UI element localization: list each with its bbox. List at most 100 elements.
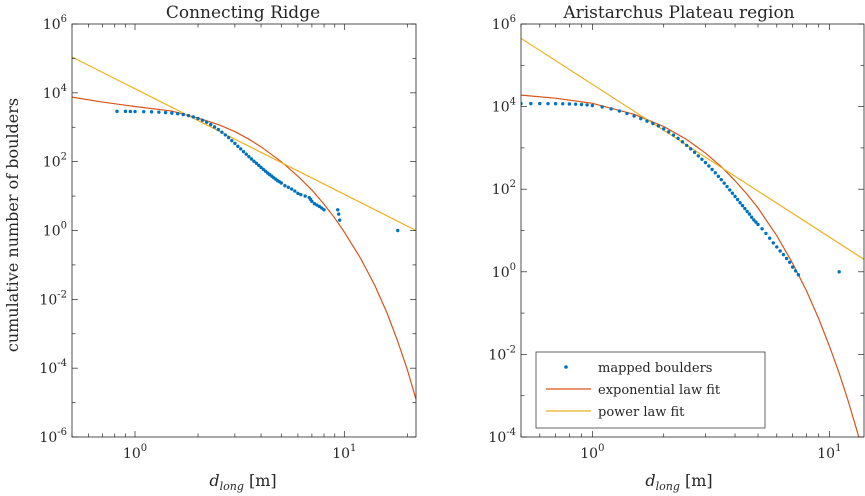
data-point: [123, 109, 128, 114]
data-point: [767, 236, 772, 240]
data-point: [696, 154, 701, 158]
data-point: [756, 222, 760, 227]
data-point: [322, 208, 326, 212]
data-point: [283, 184, 287, 188]
mapped-boulders-points: [521, 101, 841, 277]
data-point: [710, 167, 714, 172]
data-point: [684, 143, 689, 148]
data-point: [733, 194, 737, 199]
data-point: [220, 130, 224, 134]
data-point: [722, 181, 726, 185]
exponential-law-fit-line: [521, 94, 860, 437]
data-point: [793, 269, 798, 273]
data-point: [656, 124, 661, 128]
axes: 100 101 106 104 102 100 10-2 10-4 10-6: [39, 14, 417, 462]
x-axis-label: dlong [m]: [645, 471, 712, 493]
data-point: [279, 181, 284, 185]
data-point: [796, 273, 801, 277]
data-point: [743, 206, 747, 211]
data-point: [310, 199, 314, 204]
data-point: [336, 208, 340, 212]
data-point: [764, 231, 768, 236]
data-point: [671, 133, 676, 137]
data-point: [312, 202, 317, 206]
data-point: [115, 109, 119, 114]
legend: mapped boulders exponential law fit power …: [535, 351, 766, 429]
y-tick-label: 102: [43, 152, 67, 171]
data-point: [538, 101, 542, 106]
data-point: [747, 212, 752, 216]
data-point: [632, 114, 636, 118]
data-point: [600, 105, 604, 109]
data-point: [296, 191, 300, 196]
data-point: [163, 110, 168, 115]
data-point: [738, 201, 742, 205]
x-axis-label: dlong [m]: [209, 471, 276, 493]
legend-label: exponential law fit: [598, 383, 721, 398]
legend-label: power law fit: [598, 405, 685, 420]
data-point: [337, 218, 342, 222]
x-tick-label: 100: [580, 443, 604, 462]
data-point: [223, 133, 227, 137]
data-point: [692, 150, 697, 155]
data-point: [775, 245, 779, 249]
data-point: [573, 102, 578, 106]
data-marks: [521, 37, 864, 437]
data-point: [667, 130, 671, 134]
data-point: [252, 159, 256, 163]
data-point: [579, 102, 584, 107]
data-point: [745, 209, 749, 214]
data-point: [617, 109, 622, 113]
data-point: [212, 125, 217, 129]
data-point: [728, 188, 732, 192]
axes: 100 101 106 104 102 100 10-2 10-4: [488, 14, 865, 462]
y-tick-label: 102: [492, 179, 516, 198]
data-point: [735, 197, 740, 202]
chart-aristarchus-plateau: Aristarchus Plateau region dlong [m] 100…: [488, 3, 865, 493]
mapped-boulders-points: [115, 109, 400, 233]
data-point: [787, 260, 792, 264]
data-point: [293, 189, 297, 193]
data-point: [760, 227, 764, 231]
data-point: [128, 109, 133, 114]
data-point: [259, 165, 263, 170]
data-point: [625, 111, 629, 116]
data-point: [249, 157, 254, 161]
data-point: [676, 136, 680, 141]
y-tick-label: 104: [492, 97, 516, 116]
data-point: [303, 194, 307, 198]
data-point: [191, 115, 196, 119]
data-point: [771, 241, 775, 245]
data-point: [740, 203, 745, 208]
data-point: [713, 171, 717, 175]
data-point: [651, 121, 655, 126]
x-tick-label: 100: [123, 443, 147, 462]
data-point: [703, 160, 708, 165]
data-point: [689, 147, 693, 151]
data-point: [790, 265, 795, 269]
x-tick-label: 101: [817, 443, 841, 462]
data-point: [561, 102, 565, 106]
data-point: [337, 212, 341, 216]
data-point: [141, 109, 146, 114]
data-point: [590, 103, 595, 108]
data-point: [186, 113, 191, 118]
data-point: [719, 177, 723, 182]
y-axis-label: cumulative number of boulders: [3, 98, 22, 352]
data-point: [257, 163, 261, 168]
data-point: [170, 111, 174, 115]
y-tick-label: 106: [43, 14, 67, 33]
data-point: [133, 109, 137, 114]
data-point: [289, 187, 294, 191]
data-point: [181, 112, 185, 117]
data-point: [749, 215, 754, 219]
data-point: [754, 220, 758, 224]
data-marks: [72, 56, 416, 400]
data-point: [662, 127, 666, 131]
data-point: [176, 112, 180, 116]
data-point: [254, 161, 259, 165]
data-point: [241, 149, 246, 154]
y-tick-label: 10-4: [488, 427, 516, 446]
data-point: [230, 138, 234, 143]
